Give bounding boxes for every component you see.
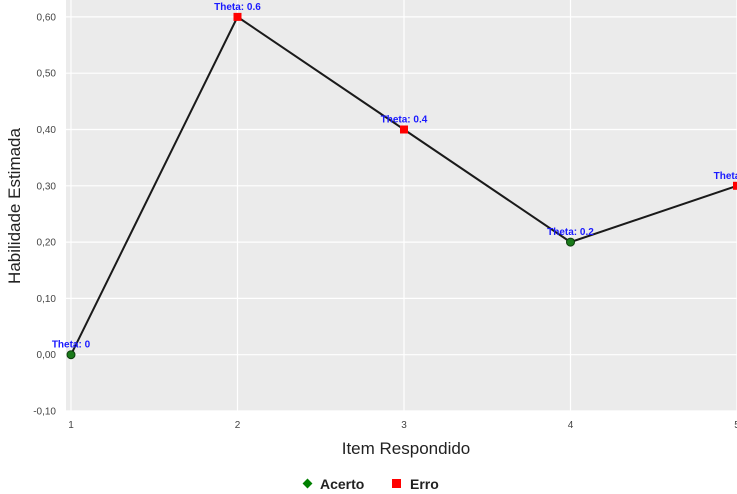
x-axis-title: Item Respondido bbox=[342, 439, 471, 458]
legend: Acerto Erro bbox=[302, 476, 439, 492]
point-labels: Theta: 0 Theta: 0.6 Theta: 0.4 Theta: 0.2 Th… bbox=[52, 2, 737, 351]
point-label: Theta: 0.2 bbox=[547, 227, 594, 238]
x-tick-label: 2 bbox=[235, 420, 241, 431]
point-label: Theta: 0.6 bbox=[214, 2, 261, 13]
data-point-erro bbox=[733, 181, 737, 190]
legend-erro-marker bbox=[392, 479, 401, 488]
y-tick-label: 0,10 bbox=[37, 294, 57, 305]
data-point-acerto bbox=[66, 350, 76, 360]
data-points bbox=[66, 12, 737, 360]
data-point-acerto bbox=[565, 237, 575, 247]
y-tick-label: 0,50 bbox=[37, 69, 57, 80]
legend-acerto-label: Acerto bbox=[320, 476, 364, 492]
x-tick-label: 4 bbox=[568, 420, 574, 431]
x-tick-label: 3 bbox=[401, 420, 407, 431]
plot-panel bbox=[66, 0, 737, 411]
y-axis-ticks: -0,10 0,00 0,10 0,20 0,30 0,40 0,50 0,60 bbox=[33, 12, 56, 417]
y-tick-label: 0,60 bbox=[37, 12, 57, 23]
x-tick-label: 1 bbox=[68, 420, 74, 431]
data-point-erro bbox=[399, 125, 408, 134]
y-tick-label: -0,10 bbox=[33, 407, 56, 418]
legend-acerto-marker bbox=[302, 478, 313, 489]
y-tick-label: 0,40 bbox=[37, 125, 57, 136]
point-label: Theta: 0.3 bbox=[714, 171, 737, 182]
data-point-erro bbox=[233, 12, 242, 21]
y-tick-label: 0,20 bbox=[37, 238, 57, 249]
point-label: Theta: 0.4 bbox=[381, 114, 428, 125]
point-label: Theta: 0 bbox=[52, 340, 91, 351]
x-tick-label: 5 bbox=[734, 420, 737, 431]
y-tick-label: 0,00 bbox=[37, 350, 57, 361]
y-tick-label: 0,30 bbox=[37, 181, 57, 192]
legend-erro-label: Erro bbox=[410, 476, 439, 492]
y-axis-title: Habilidade Estimada bbox=[5, 127, 24, 283]
x-axis-ticks: 1 2 3 4 5 bbox=[68, 420, 737, 431]
